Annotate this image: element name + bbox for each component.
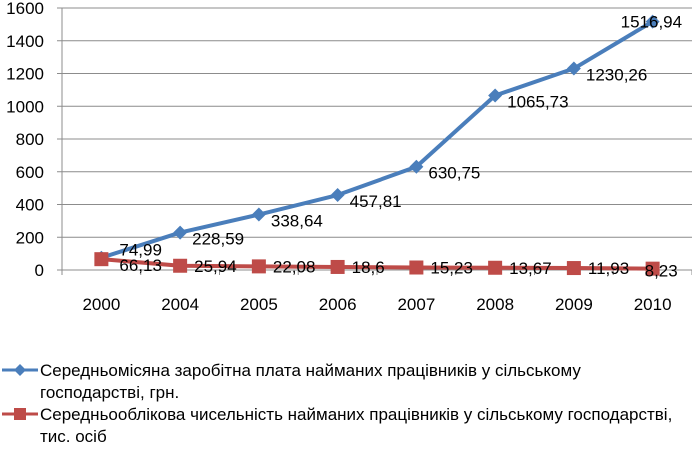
y-tick-label: 600 (16, 163, 44, 182)
y-tick-label: 800 (16, 130, 44, 149)
x-axis-tick-labels: 2000 2004 2005 2006 2007 2008 2009 2010 (82, 295, 671, 314)
data-point (566, 261, 581, 276)
data-point (251, 207, 266, 222)
data-point (94, 252, 109, 267)
data-point (488, 260, 503, 275)
data-label: 22,08 (273, 257, 316, 276)
data-point (566, 61, 581, 76)
legend-marker-wage (2, 364, 38, 376)
x-tick-label: 2010 (634, 295, 672, 314)
series-1 (94, 252, 660, 276)
x-tick-label: 2007 (397, 295, 435, 314)
data-label: 228,59 (192, 230, 244, 249)
axes (57, 7, 692, 275)
x-tick-label: 2000 (82, 295, 120, 314)
legend-item-wage: Середньомісяна заробітна плата найманих … (0, 360, 692, 404)
x-tick-label: 2006 (319, 295, 357, 314)
data-point (330, 188, 345, 203)
data-point (645, 261, 660, 276)
data-label: 11,93 (588, 259, 629, 278)
data-label: 1516,94 (621, 13, 682, 32)
x-tick-label: 2009 (555, 295, 593, 314)
gridlines (62, 7, 692, 238)
data-label: 457,81 (350, 192, 402, 211)
y-tick-label: 1400 (6, 32, 44, 51)
data-label: 25,94 (194, 257, 237, 276)
data-label: 630,75 (428, 164, 480, 183)
data-label: 66,13 (119, 256, 162, 275)
data-label: 1065,73 (507, 92, 568, 111)
y-tick-label: 1200 (6, 65, 44, 84)
data-point (645, 14, 660, 29)
series-layer: 74,99 228,59 338,64 457,81 630,75 1065,73 1230… (94, 13, 682, 281)
data-label: 1230,26 (586, 66, 647, 85)
data-point (409, 159, 424, 174)
data-label: 338,64 (271, 212, 323, 231)
series-line (101, 257, 653, 271)
x-tick-label: 2005 (240, 295, 278, 314)
data-label: 8,23 (645, 262, 678, 281)
data-point (330, 259, 345, 274)
x-tick-label: 2008 (476, 295, 514, 314)
y-tick-label: 1000 (6, 97, 44, 116)
x-tick-label: 2004 (161, 295, 199, 314)
data-point (409, 260, 424, 275)
y-tick-label: 0 (35, 261, 44, 280)
legend-label-wage: Середньомісяна заробітна плата найманих … (40, 361, 581, 402)
series-0 (94, 14, 660, 265)
data-label: 15,23 (430, 259, 473, 278)
data-point (488, 88, 503, 103)
y-tick-label: 200 (16, 228, 44, 247)
y-axis-tick-labels: 0 200 400 600 800 1000 1200 1400 1600 (6, 0, 44, 280)
data-labels-1: 66,13 25,94 22,08 18,6 15,23 13,67 11,93 8,23 (119, 256, 677, 280)
data-labels-0: 74,99 228,59 338,64 457,81 630,75 1065,73 1230… (119, 13, 682, 260)
series-line (100, 19, 654, 260)
legend-label-employees: Середньооблікова чисельність найманих пр… (40, 405, 673, 446)
legend-item-employees: Середньооблікова чисельність найманих пр… (0, 404, 692, 448)
data-point (173, 258, 188, 273)
data-point (173, 225, 188, 240)
legend-marker-employees (2, 408, 38, 420)
data-label: 74,99 (119, 241, 162, 260)
y-tick-label: 400 (16, 196, 44, 215)
data-point (251, 259, 266, 274)
y-tick-label: 1600 (6, 0, 44, 18)
data-label: 13,67 (509, 259, 552, 278)
data-label: 18,6 (352, 258, 385, 277)
